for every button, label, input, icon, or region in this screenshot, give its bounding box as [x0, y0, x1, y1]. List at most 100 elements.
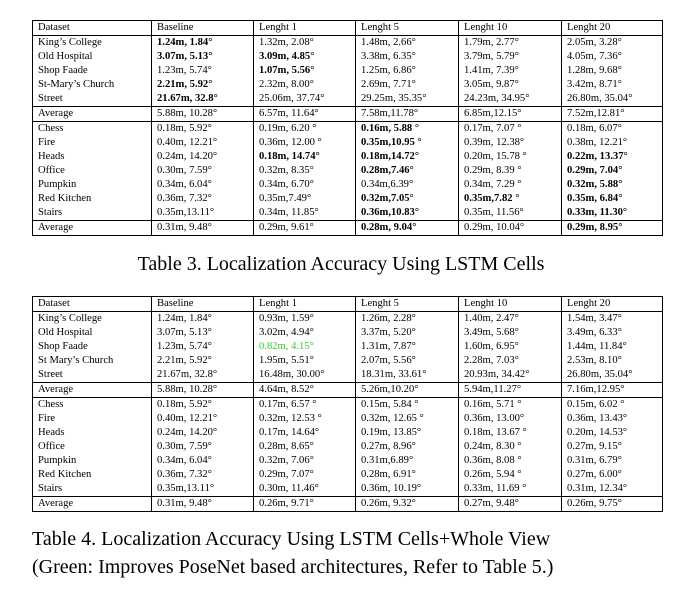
value-cell: 0.36m,10.83° [355, 206, 459, 221]
value-cell: 1.44m, 11.84° [561, 340, 663, 354]
row-label-cell: Heads [32, 426, 152, 440]
row-label-cell: King’s College [32, 311, 152, 326]
value-cell: 0.27m, 6.00° [561, 468, 663, 482]
value-cell: 0.24m, 14.20° [151, 426, 254, 440]
value-cell: 0.15m, 5.84 ° [355, 397, 459, 412]
value-cell: 3.42m, 8.71° [561, 78, 663, 92]
value-cell: 2.21m, 5.92° [151, 354, 254, 368]
value-cell: 5.94m,11.27° [458, 382, 562, 398]
table-4-caption-line-2: (Green: Improves PoseNet based architect… [32, 556, 554, 578]
value-cell: 0.36m, 13.43° [561, 412, 663, 426]
value-cell: 0.30m, 7.59° [151, 440, 254, 454]
value-cell: 3.02m, 4.94° [253, 326, 356, 340]
value-cell: 0.18m, 6.07° [561, 121, 663, 136]
table-row: Office 0.30m, 7.59° 0.32m, 8.35° 0.28m,7.46… [32, 164, 663, 178]
value-cell: 0.34m, 6.04° [151, 178, 254, 192]
value-cell: 0.26m, 5.94 ° [458, 468, 562, 482]
column-header: Baseline [151, 296, 254, 312]
value-cell: 1.25m, 6.86° [355, 64, 459, 78]
value-cell: 21.67m, 32.8° [151, 92, 254, 107]
value-cell: 0.24m, 14.20° [151, 150, 254, 164]
value-cell: 0.34m, 6.70° [253, 178, 356, 192]
table-row: Average 0.31m, 9.48° 0.29m, 9.61° 0.28m, 9.… [32, 220, 663, 236]
table-row: King’s College 1.24m, 1.84° 1.32m, 2.08° 1.… [32, 35, 663, 50]
table-3-caption: Table 3. Localization Accuracy Using LST… [137, 253, 545, 275]
row-label-cell: Office [32, 164, 152, 178]
row-label-cell: Street [32, 368, 152, 383]
value-cell: 1.95m, 5.51° [253, 354, 356, 368]
value-cell: 0.32m,7.05° [355, 192, 459, 206]
column-header: Baseline [151, 20, 254, 36]
value-cell: 0.36m, 10.19° [355, 482, 459, 497]
table-row: Pumpkin 0.34m, 6.04° 0.34m, 6.70° 0.34m,6.3… [32, 178, 663, 192]
table-row: Street 21.67m, 32.8° 16.48m, 30.00° 18.31m,… [32, 368, 663, 383]
value-cell: 0.28m,7.46° [355, 164, 459, 178]
value-cell: 2.21m, 5.92° [151, 78, 254, 92]
value-cell: 0.24m, 8.30 ° [458, 440, 562, 454]
row-label-cell: Average [32, 496, 152, 512]
value-cell: 26.80m, 35.04° [561, 368, 663, 383]
value-cell: 1.31m, 7.87° [355, 340, 459, 354]
value-cell: 3.49m, 5.68° [458, 326, 562, 340]
value-cell: 0.35m, 6.84° [561, 192, 663, 206]
value-cell: 4.05m, 7.36° [561, 50, 663, 64]
value-cell: 0.32m, 5.88° [561, 178, 663, 192]
value-cell: 25.06m, 37.74° [253, 92, 356, 107]
value-cell: 0.31m,6.89° [355, 454, 459, 468]
value-cell: 4.64m, 8.52° [253, 382, 356, 398]
value-cell: 0.35m,10.95 ° [355, 136, 459, 150]
column-header: Lenght 20 [561, 296, 663, 312]
row-label-cell: Chess [32, 397, 152, 412]
value-cell: 1.48m, 2.66° [355, 35, 459, 50]
value-cell: 0.29m, 9.61° [253, 220, 356, 236]
value-cell: 0.32m, 7.06° [253, 454, 356, 468]
table-row: Heads 0.24m, 14.20° 0.17m, 14.64° 0.19m, 13… [32, 426, 663, 440]
value-cell: 0.33m, 11.69 ° [458, 482, 562, 497]
value-cell: 0.17m, 6.57 ° [253, 397, 356, 412]
value-cell: 1.79m, 2.77° [458, 35, 562, 50]
value-cell: 1.54m, 3.47° [561, 311, 663, 326]
value-cell: 0.34m, 7.29 ° [458, 178, 562, 192]
row-label-cell: Street [32, 92, 152, 107]
row-label-cell: Heads [32, 150, 152, 164]
value-cell: 1.41m, 7.39° [458, 64, 562, 78]
value-cell: 0.36m, 8.08 ° [458, 454, 562, 468]
value-cell: 0.18m, 5.92° [151, 397, 254, 412]
table-row: Heads 0.24m, 14.20° 0.18m, 14.74° 0.18m,14.… [32, 150, 663, 164]
value-cell: 0.35m, 11.56° [458, 206, 562, 221]
value-cell: 1.28m, 9.68° [561, 64, 663, 78]
value-cell: 0.34m, 11.85° [253, 206, 356, 221]
value-cell: 3.07m, 5.13° [151, 50, 254, 64]
value-cell: 2.53m, 8.10° [561, 354, 663, 368]
value-cell: 0.36m, 7.32° [151, 468, 254, 482]
value-cell: 0.32m, 12.53 ° [253, 412, 356, 426]
value-cell: 26.80m, 35.04° [561, 92, 663, 107]
value-cell: 0.29m, 10.04° [458, 220, 562, 236]
value-cell: 3.07m, 5.13° [151, 326, 254, 340]
value-cell: 0.20m, 15.78 ° [458, 150, 562, 164]
value-cell: 0.18m, 14.74° [253, 150, 356, 164]
row-label-cell: Pumpkin [32, 454, 152, 468]
row-label-cell: Shop Faade [32, 64, 152, 78]
table-row: Shop Faade 1.23m, 5.74° 1.07m, 5.56° 1.25m,… [32, 64, 663, 78]
value-cell: 0.20m, 14.53° [561, 426, 663, 440]
table-row: Chess 0.18m, 5.92° 0.17m, 6.57 ° 0.15m, 5.8… [32, 397, 663, 412]
value-cell: 0.17m, 14.64° [253, 426, 356, 440]
column-header: Lenght 10 [458, 296, 562, 312]
row-label-cell: Chess [32, 121, 152, 136]
value-cell: 21.67m, 32.8° [151, 368, 254, 383]
row-label-cell: Stairs [32, 482, 152, 497]
table-row: Average 0.31m, 9.48° 0.26m, 9.71° 0.26m, 9.… [32, 496, 663, 512]
value-cell: 0.18m, 5.92° [151, 121, 254, 136]
table-row: Fire 0.40m, 12.21° 0.36m, 12.00 ° 0.35m,10.… [32, 136, 663, 150]
table-4-caption-line-1: Table 4. Localization Accuracy Using LST… [32, 528, 551, 550]
row-label-cell: Red Kitchen [32, 468, 152, 482]
value-cell: 0.29m, 8.39 ° [458, 164, 562, 178]
value-cell: 0.28m, 8.65° [253, 440, 356, 454]
value-cell: 5.88m, 10.28° [151, 106, 254, 122]
value-cell: 3.05m, 9.87° [458, 78, 562, 92]
table-row: St Mary’s Church 2.21m, 5.92° 1.95m, 5.51°… [32, 354, 663, 368]
value-cell: 0.32m, 8.35° [253, 164, 356, 178]
value-cell: 0.35m,13.11° [151, 482, 254, 497]
value-cell: 0.36m, 7.32° [151, 192, 254, 206]
